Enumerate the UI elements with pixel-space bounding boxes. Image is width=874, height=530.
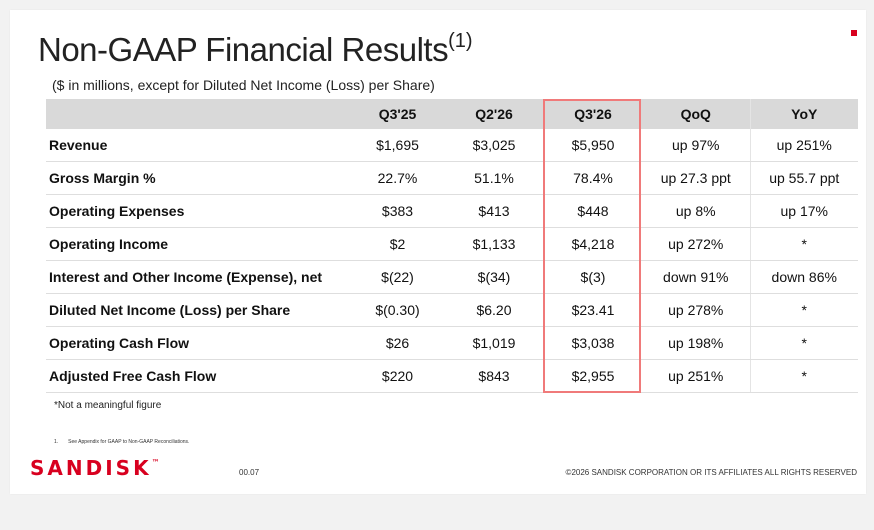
copyright-notice: ©2026 SANDISK CORPORATION OR ITS AFFILIA…	[565, 468, 857, 477]
header-q2-26: Q2'26	[444, 99, 544, 129]
cell-yoy: *	[749, 227, 858, 261]
cell-yoy: down 86%	[749, 260, 858, 294]
title-footnote-ref: (1)	[448, 30, 473, 52]
cell-q3-25: $383	[351, 194, 444, 228]
page-title: Non-GAAP Financial Results(1)	[38, 30, 473, 68]
cell-q2-26: 51.1%	[444, 161, 544, 195]
cell-qoq: up 97%	[642, 129, 750, 162]
cell-yoy: up 251%	[749, 129, 858, 162]
cell-yoy: *	[749, 326, 858, 360]
cell-qoq: up 278%	[642, 293, 750, 327]
cell-q3-25: $2	[351, 227, 444, 261]
corner-accent-mark	[851, 30, 857, 36]
cell-q3-26: $448	[544, 194, 642, 228]
row-label: Diluted Net Income (Loss) per Share	[46, 293, 351, 327]
table-row: Revenue $1,695 $3,025 $5,950 up 97% up 2…	[46, 129, 858, 162]
footnote-text: See Appendix for GAAP to Non-GAAP Reconc…	[68, 439, 190, 445]
cell-q3-25: $26	[351, 326, 444, 360]
row-label: Revenue	[46, 129, 351, 162]
row-label: Adjusted Free Cash Flow	[46, 359, 351, 393]
table-row: Operating Expenses $383 $413 $448 up 8% …	[46, 194, 858, 228]
header-q3-25: Q3'25	[351, 99, 444, 129]
row-label: Operating Income	[46, 227, 351, 261]
cell-yoy: *	[749, 359, 858, 393]
cell-yoy: up 55.7 ppt	[749, 161, 858, 195]
header-yoy: YoY	[749, 99, 858, 129]
cell-q3-26: $5,950	[544, 129, 642, 162]
row-label: Operating Cash Flow	[46, 326, 351, 360]
table-row: Operating Cash Flow $26 $1,019 $3,038 up…	[46, 326, 858, 360]
cell-yoy: *	[749, 293, 858, 327]
cell-q3-26: $3,038	[544, 326, 642, 360]
cell-q3-25: $(22)	[351, 260, 444, 294]
table-row: Adjusted Free Cash Flow $220 $843 $2,955…	[46, 359, 858, 393]
not-meaningful-note: *Not a meaningful figure	[54, 400, 162, 411]
row-label: Gross Margin %	[46, 161, 351, 195]
cell-qoq: up 272%	[642, 227, 750, 261]
table-row: Diluted Net Income (Loss) per Share $(0.…	[46, 293, 858, 327]
cell-qoq: up 198%	[642, 326, 750, 360]
slide: Non-GAAP Financial Results(1) ($ in mill…	[10, 10, 866, 494]
cell-q3-26: $(3)	[544, 260, 642, 294]
table-row: Gross Margin % 22.7% 51.1% 78.4% up 27.3…	[46, 161, 858, 195]
cell-q3-25: $(0.30)	[351, 293, 444, 327]
cell-q2-26: $6.20	[444, 293, 544, 327]
table-row: Interest and Other Income (Expense), net…	[46, 260, 858, 294]
header-label	[46, 99, 351, 129]
row-label: Interest and Other Income (Expense), net	[46, 260, 351, 294]
cell-q2-26: $843	[444, 359, 544, 393]
page-number: 00.07	[239, 468, 260, 477]
cell-q3-26: $4,218	[544, 227, 642, 261]
footnote: 1. See Appendix for GAAP to Non-GAAP Reco…	[54, 439, 189, 445]
cell-q3-25: 22.7%	[351, 161, 444, 195]
table-units-subtitle: ($ in millions, except for Diluted Net I…	[52, 77, 435, 93]
table-header-row: Q3'25 Q2'26 Q3'26 QoQ YoY	[46, 99, 858, 129]
cell-qoq: down 91%	[642, 260, 750, 294]
row-label: Operating Expenses	[46, 194, 351, 228]
footnote-number: 1.	[54, 439, 59, 445]
cell-q3-26: $23.41	[544, 293, 642, 327]
cell-q3-25: $220	[351, 359, 444, 393]
cell-q3-25: $1,695	[351, 129, 444, 162]
financial-results-table: Q3'25 Q2'26 Q3'26 QoQ YoY Revenue $1,695…	[46, 99, 858, 393]
trademark-mark: ™	[151, 458, 160, 467]
cell-qoq: up 251%	[642, 359, 750, 393]
cell-q3-26: $2,955	[544, 359, 642, 393]
header-qoq: QoQ	[642, 99, 750, 129]
cell-q2-26: $1,019	[444, 326, 544, 360]
cell-qoq: up 27.3 ppt	[642, 161, 750, 195]
header-q3-26: Q3'26	[544, 99, 642, 129]
cell-q2-26: $1,133	[444, 227, 544, 261]
cell-yoy: up 17%	[749, 194, 858, 228]
cell-q2-26: $3,025	[444, 129, 544, 162]
table-row: Operating Income $2 $1,133 $4,218 up 272…	[46, 227, 858, 261]
cell-q3-26: 78.4%	[544, 161, 642, 195]
cell-q2-26: $(34)	[444, 260, 544, 294]
cell-qoq: up 8%	[642, 194, 750, 228]
cell-q2-26: $413	[444, 194, 544, 228]
sandisk-logo: SANDISK™	[30, 456, 160, 480]
